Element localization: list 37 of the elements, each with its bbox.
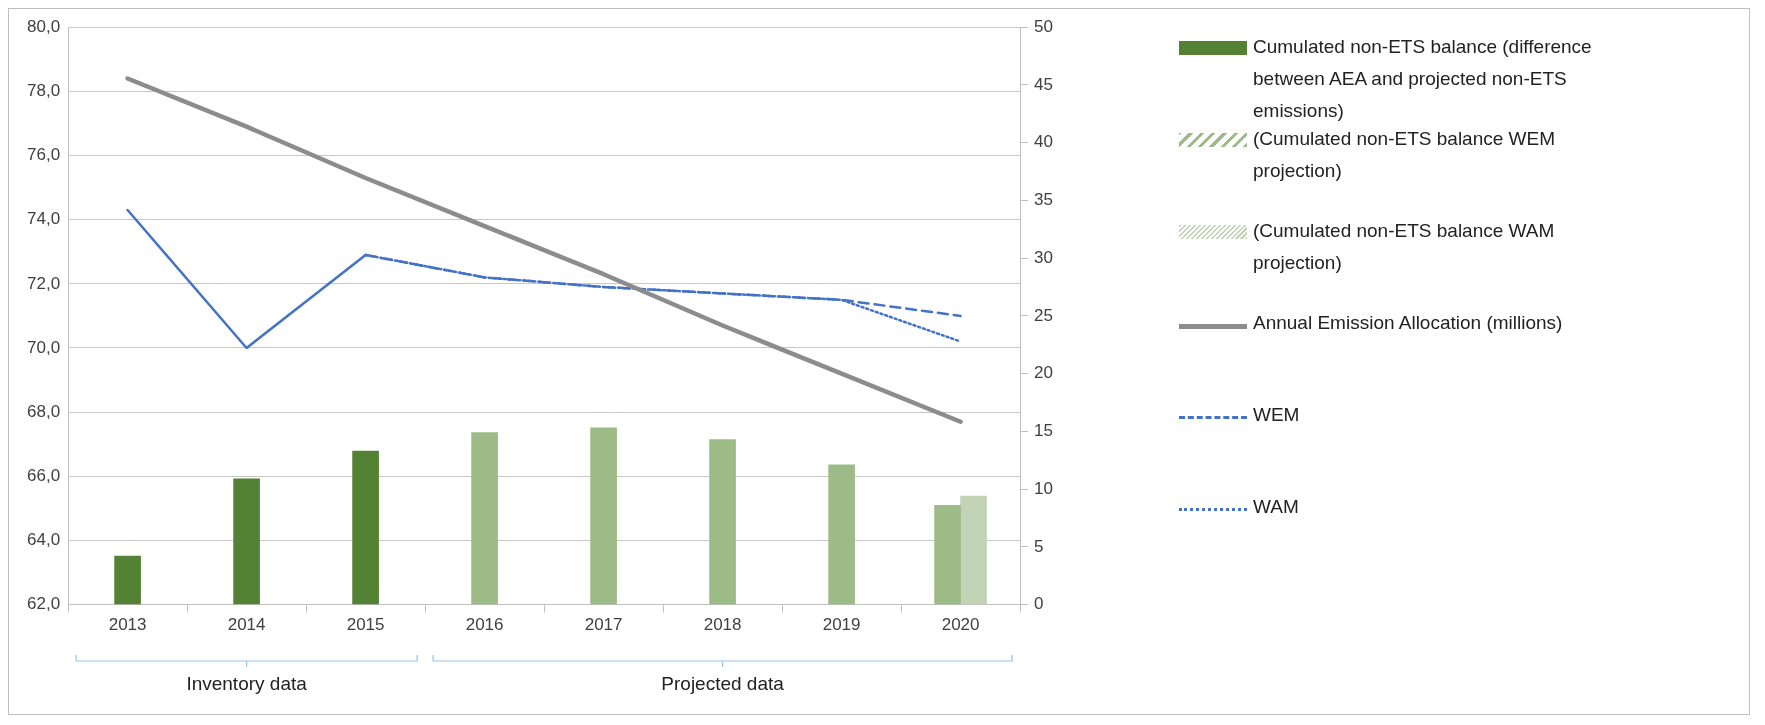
y-tick-label: 68,0	[26, 401, 61, 421]
legend-label: WEM	[1253, 403, 1300, 427]
y-tick-label: 64,0	[26, 530, 61, 550]
x-tick-label: 2020	[941, 615, 980, 635]
text: Inventory data	[186, 672, 308, 694]
legend-label: (Cumulated non-ETS balance WAM projection)	[1253, 219, 1556, 275]
y-tick-label: 70,0	[26, 337, 61, 357]
y2-tick-label: 45	[1034, 74, 1054, 94]
legend-label: Annual Emission Allocation (millions)	[1253, 311, 1563, 335]
text: Projected data	[661, 672, 785, 694]
y-tick-label: 66,0	[26, 465, 61, 485]
y2-tick-label: 30	[1034, 247, 1054, 267]
y-tick-label: 62,0	[26, 594, 61, 614]
y-tick-label: 78,0	[26, 81, 61, 101]
legend-label: (Cumulated non-ETS balance WEM projection)	[1253, 127, 1556, 183]
legend-label: WAM	[1253, 495, 1299, 519]
y2-tick-label: 40	[1034, 132, 1054, 152]
y-tick-label: 76,0	[26, 145, 61, 165]
y2-tick-label: 25	[1034, 305, 1054, 325]
x-tick-label: 2017	[584, 615, 623, 635]
y-tick-label: 72,0	[26, 273, 61, 293]
y-tick-label: 80,0	[26, 16, 61, 36]
y2-tick-label: 0	[1034, 594, 1044, 614]
legend-label: Cumulated non-ETS balance (difference between AEA and projected non-ETS emissions)	[1253, 35, 1593, 123]
x-tick-label: 2014	[227, 615, 266, 635]
y-tick-label: 74,0	[26, 209, 61, 229]
y2-tick-label: 35	[1034, 190, 1054, 210]
y2-tick-label: 5	[1034, 536, 1044, 556]
x-tick-label: 2019	[822, 615, 861, 635]
x-tick-label: 2013	[108, 615, 147, 635]
x-tick-label: 2018	[703, 615, 742, 635]
y2-tick-label: 20	[1034, 363, 1054, 383]
x-tick-label: 2016	[465, 615, 504, 635]
x-tick-label: 2015	[346, 615, 385, 635]
y2-tick-label: 10	[1034, 478, 1054, 498]
y2-tick-label: 15	[1034, 421, 1054, 441]
y2-tick-label: 50	[1034, 16, 1054, 36]
